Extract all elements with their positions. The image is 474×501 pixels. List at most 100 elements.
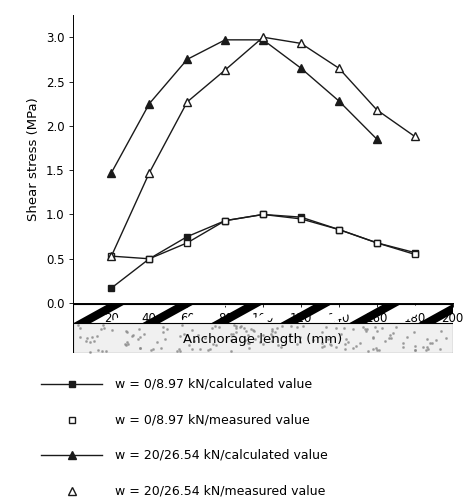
Point — [371, 324, 379, 332]
Point — [137, 333, 144, 341]
Point — [176, 332, 183, 340]
Point — [230, 321, 238, 329]
Polygon shape — [211, 304, 263, 323]
Point — [197, 345, 204, 353]
Point — [425, 345, 432, 353]
Point — [399, 343, 407, 351]
Point — [419, 343, 427, 351]
Polygon shape — [418, 304, 470, 323]
Point — [254, 332, 262, 340]
Point — [188, 327, 196, 335]
Point — [319, 343, 326, 351]
Point — [411, 343, 419, 351]
Point — [388, 334, 395, 342]
Point — [246, 339, 253, 347]
Point — [102, 347, 109, 355]
Point — [122, 341, 130, 349]
Point — [229, 330, 237, 338]
Point — [194, 331, 201, 339]
Point — [211, 322, 219, 330]
Point — [273, 324, 281, 332]
Point — [320, 342, 328, 350]
Point — [286, 330, 294, 338]
Point — [309, 336, 317, 344]
Point — [411, 346, 419, 354]
Point — [326, 340, 334, 348]
Point — [100, 324, 108, 332]
Point — [185, 341, 193, 349]
Point — [259, 340, 267, 348]
Polygon shape — [453, 304, 474, 323]
Point — [332, 324, 340, 332]
Point — [341, 340, 348, 348]
Point — [136, 345, 144, 353]
Point — [370, 333, 377, 341]
Point — [188, 345, 196, 353]
Point — [206, 345, 214, 353]
Point — [76, 324, 84, 332]
Point — [349, 325, 357, 333]
Polygon shape — [39, 304, 91, 323]
Point — [411, 346, 419, 354]
Point — [159, 328, 167, 336]
Point — [212, 341, 219, 349]
Point — [386, 331, 394, 339]
Point — [382, 337, 389, 345]
Point — [410, 329, 418, 337]
Point — [268, 338, 275, 346]
Point — [242, 327, 249, 335]
Point — [76, 333, 84, 341]
Point — [89, 333, 96, 341]
Text: w = 20/26.54 kN/calculated value: w = 20/26.54 kN/calculated value — [115, 449, 328, 462]
Point — [375, 346, 383, 354]
Point — [356, 339, 364, 347]
Point — [337, 331, 345, 339]
Point — [437, 327, 445, 335]
Point — [341, 345, 348, 353]
Point — [87, 348, 94, 356]
Point — [246, 344, 253, 352]
Point — [392, 323, 400, 331]
Point — [299, 322, 307, 330]
Point — [173, 347, 181, 355]
Point — [442, 334, 450, 342]
Point — [363, 327, 370, 335]
Point — [427, 339, 434, 347]
Point — [237, 322, 245, 330]
Point — [278, 322, 285, 330]
Point — [228, 336, 235, 344]
Point — [140, 330, 148, 338]
Text: w = 0/8.97 kN/calculated value: w = 0/8.97 kN/calculated value — [115, 377, 312, 390]
Point — [399, 339, 407, 347]
Point — [327, 341, 335, 349]
Point — [128, 332, 136, 340]
Point — [349, 344, 356, 352]
Point — [374, 346, 381, 354]
Point — [297, 333, 304, 341]
Point — [205, 346, 212, 354]
Point — [161, 335, 168, 343]
Point — [268, 325, 276, 333]
Point — [244, 331, 252, 339]
Point — [82, 337, 90, 345]
Point — [293, 340, 301, 348]
Point — [318, 328, 325, 336]
Polygon shape — [246, 304, 298, 323]
Point — [215, 323, 223, 331]
Point — [256, 338, 264, 346]
Point — [268, 327, 276, 335]
Point — [272, 328, 279, 336]
Point — [181, 330, 188, 338]
Point — [83, 334, 91, 342]
Point — [150, 345, 157, 353]
Point — [153, 338, 160, 346]
Polygon shape — [177, 304, 228, 323]
Point — [240, 324, 247, 332]
Point — [137, 344, 144, 352]
Point — [232, 328, 240, 336]
Polygon shape — [5, 304, 56, 323]
Text: w = 20/26.54 kN/measured value: w = 20/26.54 kN/measured value — [115, 484, 326, 497]
Polygon shape — [142, 304, 194, 323]
Point — [74, 321, 82, 329]
Point — [374, 327, 381, 335]
